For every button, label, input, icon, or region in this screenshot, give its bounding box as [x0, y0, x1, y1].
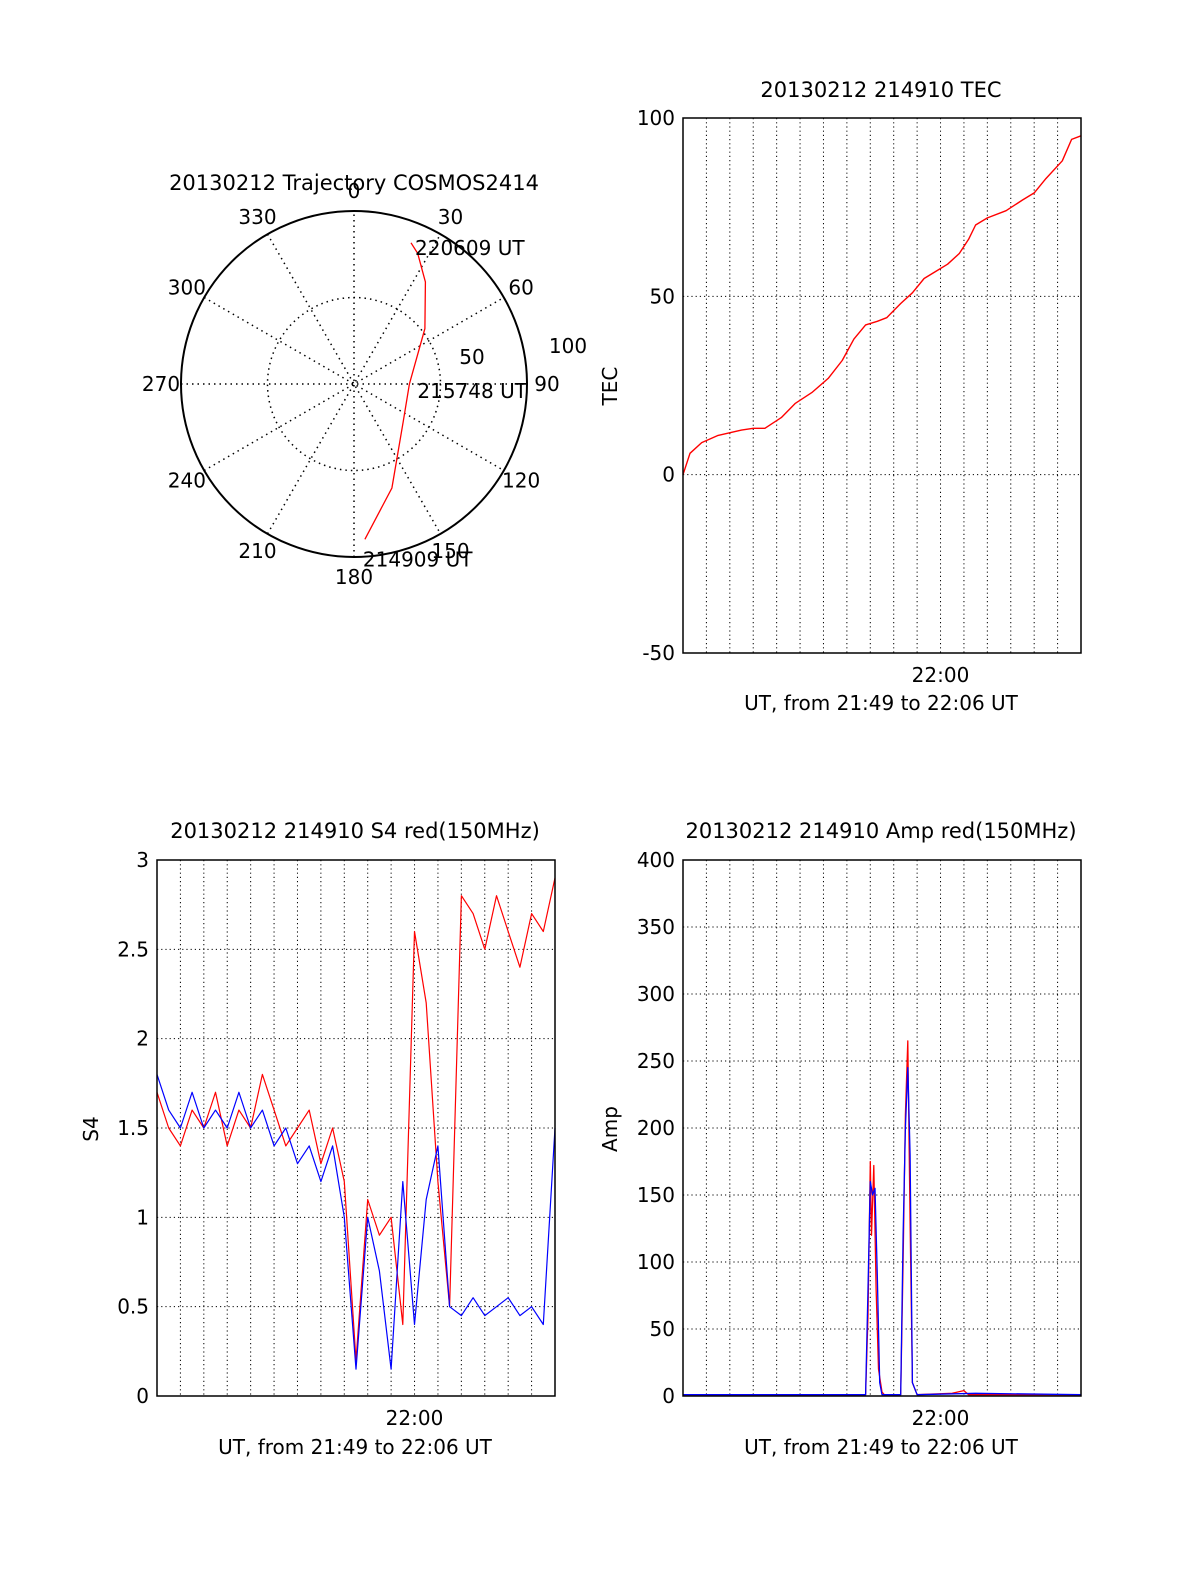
polar-title: 20130212 Trajectory COSMOS2414 [169, 171, 539, 195]
y-tick-label: 300 [637, 982, 675, 1006]
tec-tick-labels: 100 50 0 -50 22:00 [637, 106, 970, 687]
polar-labels: 0 30 60 90 120 150 180 210 240 270 300 330 50 100 2149… [142, 179, 587, 589]
tec-panel: 20130212 214910 TEC 100 50 0 -50 22:00 UT, f… [598, 78, 1082, 715]
azimuth-label: 180 [335, 565, 373, 589]
tec-x-axis-label: UT, from 21:49 to 22:06 UT [744, 691, 1019, 715]
s4-tick-labels: 3 2.5 2 1.5 1 0.5 0 22:00 [117, 848, 443, 1430]
polar-series [364, 242, 427, 540]
radial-label: 50 [459, 345, 484, 369]
trajectory-time-label: 214909 UT [363, 547, 473, 571]
s4-panel: 20130212 214910 S4 red(150MHz) 3 2.5 2 1.5 1… [79, 819, 556, 1459]
amp-x-axis-label: UT, from 21:49 to 22:06 UT [744, 1435, 1019, 1459]
y-tick-label: 150 [637, 1183, 675, 1207]
y-tick-label: 3 [136, 848, 149, 872]
y-tick-label: -50 [642, 641, 675, 665]
polar-spoke [266, 233, 442, 535]
y-tick-label: 0 [662, 463, 675, 487]
series-line-0 [156, 877, 556, 1361]
tec-title: 20130212 214910 TEC [760, 78, 1001, 102]
trajectory-time-label: 220609 UT [415, 236, 525, 260]
y-tick-label: 100 [637, 106, 675, 130]
amp-grid [683, 860, 1081, 1396]
y-tick-label: 350 [637, 915, 675, 939]
x-tick-label: 22:00 [912, 663, 970, 687]
y-tick-label: 250 [637, 1049, 675, 1073]
y-tick-label: 1 [136, 1205, 149, 1229]
y-tick-label: 2.5 [117, 937, 149, 961]
tec-series [682, 135, 1082, 475]
y-tick-label: 2 [136, 1027, 149, 1051]
azimuth-label: 300 [168, 276, 206, 300]
s4-y-axis-label: S4 [79, 1116, 103, 1141]
s4-grid [157, 860, 555, 1396]
amp-panel: 20130212 214910 Amp red(150MHz) 400 350 30… [598, 819, 1082, 1459]
tec-y-axis-label: TEC [598, 367, 622, 407]
y-tick-label: 1.5 [117, 1116, 149, 1140]
tec-plot-frame [682, 117, 1082, 654]
trajectory-polar-panel: 20130212 Trajectory COSMOS2414 0 30 60 90 12… [142, 171, 587, 589]
polar-grid [180, 210, 528, 558]
azimuth-label: 150 [431, 539, 469, 563]
s4-plot-frame [156, 859, 556, 1397]
azimuth-label: 270 [142, 372, 180, 396]
series-line-1 [683, 1067, 1082, 1396]
azimuth-label: 240 [168, 469, 206, 493]
y-tick-label: 0 [136, 1384, 149, 1408]
azimuth-label: 90 [534, 372, 559, 396]
polar-spoke [266, 233, 442, 535]
s4-x-axis-label: UT, from 21:49 to 22:06 UT [218, 1435, 493, 1459]
x-tick-label: 22:00 [912, 1406, 970, 1430]
amp-series [683, 1040, 1082, 1396]
amp-plot-frame [682, 859, 1082, 1397]
series-line-1 [156, 1074, 556, 1370]
trajectory-time-label: 215748 UT [417, 379, 527, 403]
y-tick-label: 100 [637, 1250, 675, 1274]
azimuth-label: 120 [502, 469, 540, 493]
radial-label: 100 [549, 334, 587, 358]
y-tick-label: 50 [650, 1317, 675, 1341]
amp-title: 20130212 214910 Amp red(150MHz) [685, 819, 1076, 843]
azimuth-label: 0 [348, 179, 361, 203]
azimuth-label: 30 [438, 205, 463, 229]
y-tick-label: 400 [637, 848, 675, 872]
x-tick-label: 22:00 [386, 1406, 444, 1430]
azimuth-label: 210 [238, 539, 276, 563]
amp-y-axis-label: Amp [598, 1106, 622, 1152]
s4-series [156, 877, 556, 1370]
s4-title: 20130212 214910 S4 red(150MHz) [170, 819, 540, 843]
tec-grid [683, 118, 1081, 653]
azimuth-label: 60 [508, 276, 533, 300]
trajectory-line [364, 242, 427, 540]
y-tick-label: 0 [662, 1384, 675, 1408]
amp-tick-labels: 400 350 300 250 200 150 100 50 0 22:00 [637, 848, 970, 1430]
series-line-0 [682, 135, 1082, 475]
series-line-0 [683, 1040, 1081, 1396]
y-tick-label: 50 [650, 284, 675, 308]
y-tick-label: 200 [637, 1116, 675, 1140]
azimuth-label: 330 [238, 205, 276, 229]
y-tick-label: 0.5 [117, 1295, 149, 1319]
polar-ring-50 [266, 296, 442, 472]
